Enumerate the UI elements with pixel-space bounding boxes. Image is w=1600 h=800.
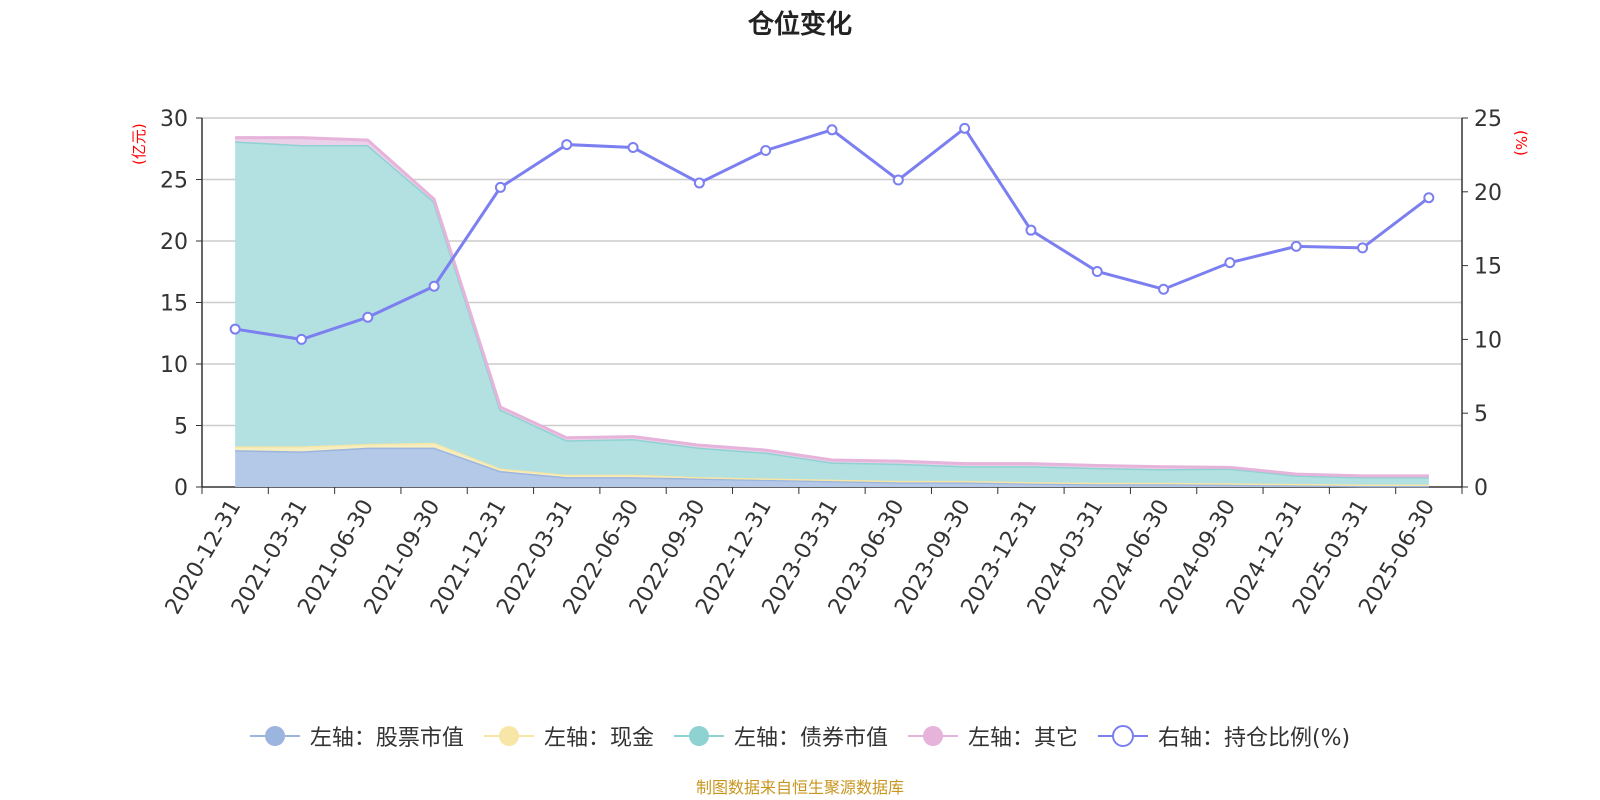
area-series-2	[235, 141, 1429, 485]
left-tick-label: 10	[160, 353, 188, 378]
filled-circle-icon	[907, 726, 958, 746]
left-tick-label: 5	[174, 415, 188, 440]
filled-circle-icon	[483, 726, 534, 746]
right-tick-label: 20	[1474, 181, 1502, 206]
left-tick-label: 30	[160, 107, 188, 132]
legend-item[interactable]: 左轴：债券市值	[673, 720, 888, 752]
legend-label: 左轴：其它	[967, 726, 1078, 751]
filled-circle-icon	[673, 726, 724, 746]
ratio-point	[428, 280, 440, 292]
left-tick-label: 25	[160, 169, 188, 194]
ratio-point	[1091, 266, 1103, 278]
legend-label: 右轴：持仓比例(%)	[1157, 726, 1351, 751]
ratio-point	[760, 144, 772, 156]
ratio-point	[1423, 192, 1435, 204]
area-series-line-3	[235, 136, 1429, 478]
area-series-0	[235, 447, 1429, 487]
left-tick-label: 15	[160, 292, 188, 317]
ratio-point	[362, 311, 374, 323]
ratio-point	[892, 174, 904, 186]
ratio-point	[494, 181, 506, 193]
legend-label: 左轴：现金	[543, 726, 654, 751]
ratio-point	[1357, 242, 1369, 254]
ratio-point	[627, 142, 639, 154]
legend-item[interactable]: 左轴：现金	[483, 720, 654, 752]
ratio-point	[826, 124, 838, 136]
ratio-point	[1224, 257, 1236, 269]
source-note: 制图数据来自恒生聚源数据库	[695, 778, 904, 797]
ratio-point	[1025, 224, 1037, 236]
ratio-point	[295, 333, 307, 345]
ratio-point	[693, 177, 705, 189]
right-tick-label: 0	[1474, 476, 1488, 501]
left-tick-label: 0	[174, 476, 188, 501]
legend-item[interactable]: 左轴：股票市值	[249, 720, 464, 752]
legend-item[interactable]: 右轴：持仓比例(%)	[1097, 720, 1351, 752]
right-tick-label: 25	[1474, 107, 1502, 132]
area-series-1	[235, 442, 1429, 486]
ratio-point	[1158, 283, 1170, 295]
legend-label: 左轴：债券市值	[733, 726, 888, 751]
legend-item[interactable]: 左轴：其它	[907, 720, 1078, 752]
ratio-point	[229, 323, 241, 335]
right-tick-label: 10	[1474, 328, 1502, 353]
filled-circle-icon	[249, 726, 300, 746]
legend: 左轴：股票市值 左轴：现金 左轴：债券市值 左轴：其它 右轴：持仓比例(%)	[0, 720, 1600, 752]
left-tick-label: 20	[160, 230, 188, 255]
right-tick-label: 5	[1474, 402, 1488, 427]
ratio-point	[1290, 240, 1302, 252]
ratio-point	[959, 122, 971, 134]
right-tick-label: 15	[1474, 255, 1502, 280]
ratio-point	[561, 139, 573, 151]
chart-title: 仓位变化	[747, 10, 852, 40]
hollow-circle-icon	[1097, 725, 1148, 747]
legend-label: 左轴：股票市值	[309, 726, 464, 751]
